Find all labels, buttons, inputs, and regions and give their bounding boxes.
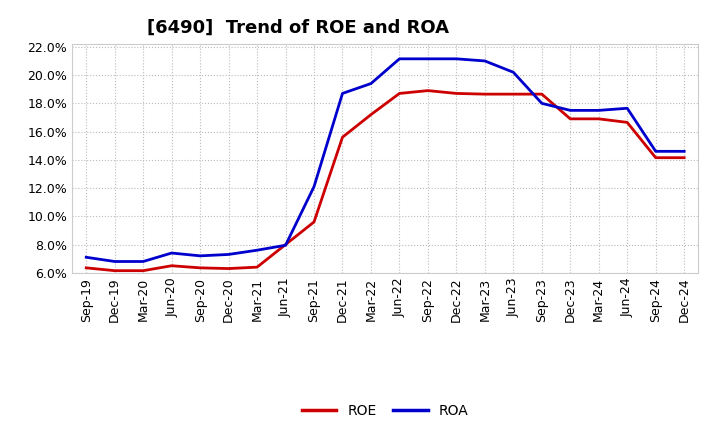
ROE: [452, 91, 461, 96]
ROE: [82, 265, 91, 271]
ROE: [537, 92, 546, 97]
ROA: [338, 91, 347, 96]
ROA: [566, 108, 575, 113]
ROE: [509, 92, 518, 97]
ROA: [509, 70, 518, 75]
ROA: [167, 250, 176, 256]
ROE: [566, 116, 575, 121]
ROA: [423, 56, 432, 62]
ROE: [110, 268, 119, 273]
ROA: [680, 149, 688, 154]
ROE: [652, 155, 660, 160]
ROE: [623, 120, 631, 125]
ROE: [282, 242, 290, 247]
ROA: [480, 59, 489, 64]
ROE: [395, 91, 404, 96]
Legend: ROE, ROA: ROE, ROA: [296, 399, 474, 424]
ROA: [537, 101, 546, 106]
ROA: [452, 56, 461, 62]
ROA: [595, 108, 603, 113]
ROA: [196, 253, 204, 258]
ROE: [423, 88, 432, 93]
ROA: [225, 252, 233, 257]
ROA: [366, 81, 375, 86]
ROE: [167, 263, 176, 268]
Line: ROE: ROE: [86, 91, 684, 271]
ROA: [82, 255, 91, 260]
Text: [6490]  Trend of ROE and ROA: [6490] Trend of ROE and ROA: [147, 19, 449, 37]
ROE: [480, 92, 489, 97]
ROA: [139, 259, 148, 264]
ROA: [652, 149, 660, 154]
Line: ROA: ROA: [86, 59, 684, 261]
ROA: [253, 248, 261, 253]
ROE: [225, 266, 233, 271]
ROA: [310, 184, 318, 189]
ROE: [595, 116, 603, 121]
ROE: [680, 155, 688, 160]
ROE: [366, 112, 375, 117]
ROA: [282, 242, 290, 248]
ROE: [196, 265, 204, 271]
ROA: [395, 56, 404, 62]
ROE: [310, 219, 318, 224]
ROA: [110, 259, 119, 264]
ROE: [253, 264, 261, 270]
ROA: [623, 106, 631, 111]
ROE: [338, 135, 347, 140]
ROE: [139, 268, 148, 273]
